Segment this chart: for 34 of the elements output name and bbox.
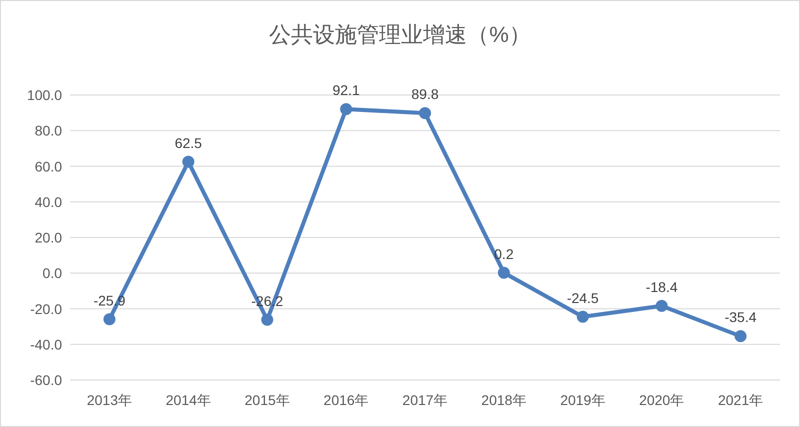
x-tick-label: 2019年 <box>560 392 606 408</box>
point <box>419 107 431 120</box>
point <box>340 103 352 116</box>
data-label: -24.5 <box>566 290 599 306</box>
data-label: 62.5 <box>174 134 202 151</box>
data-label: -35.4 <box>724 309 757 326</box>
y-tick-label: 40.0 <box>34 194 62 210</box>
x-tick-label: 2017年 <box>402 392 448 408</box>
chart-title: 公共设施管理业增速（%） <box>269 22 531 47</box>
point <box>103 313 116 326</box>
x-tick-label: 2015年 <box>244 392 290 408</box>
data-label: -18.4 <box>646 278 678 295</box>
y-tick-label: -40.0 <box>30 336 62 352</box>
point <box>656 300 668 312</box>
x-tick-label: 2021年 <box>718 392 764 408</box>
x-tick-label: 2013年 <box>86 392 132 408</box>
y-tick-label: -60.0 <box>30 372 62 388</box>
point <box>576 310 589 323</box>
y-tick-label: 20.0 <box>34 230 62 246</box>
point <box>182 156 194 168</box>
x-tick-label: 2014年 <box>166 392 211 408</box>
y-tick-label: 100.0 <box>26 87 62 103</box>
y-tick-label: 60.0 <box>34 158 62 174</box>
x-tick-label: 2016年 <box>324 392 369 408</box>
point <box>498 266 510 279</box>
x-tick-label: 2018年 <box>481 392 526 408</box>
point <box>261 314 274 326</box>
x-tick-label: 2020年 <box>639 392 684 408</box>
y-tick-label: 0.0 <box>42 265 62 282</box>
data-label: 92.1 <box>332 82 360 98</box>
y-tick-label: -20.0 <box>30 300 62 317</box>
data-label: 89.8 <box>411 86 439 102</box>
point <box>734 330 747 342</box>
y-tick-label: 80.0 <box>34 122 62 139</box>
